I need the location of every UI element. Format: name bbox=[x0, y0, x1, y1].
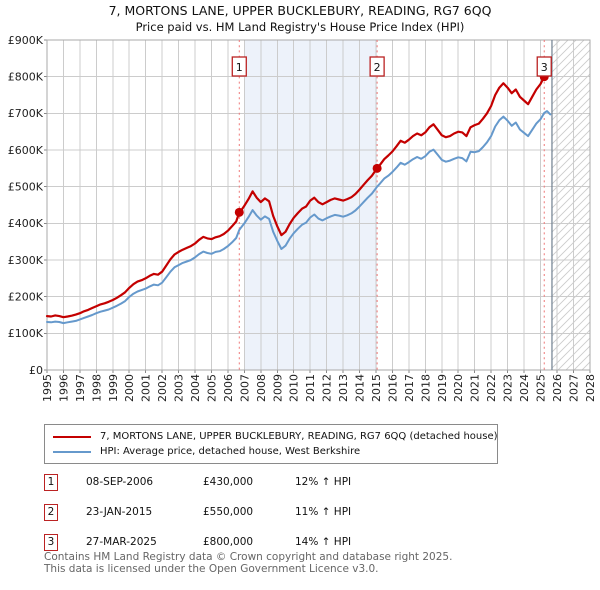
sale-3-date: 27-MAR-2025 bbox=[86, 536, 157, 548]
legend-line-blue bbox=[53, 450, 91, 453]
legend-line-red bbox=[53, 435, 91, 438]
sale-marker-flag: 1 bbox=[231, 56, 247, 77]
legend-entry-price-paid: 7, MORTONS LANE, UPPER BUCKLEBURY, READI… bbox=[45, 429, 498, 444]
svg-text:2004: 2004 bbox=[189, 374, 202, 402]
svg-text:2010: 2010 bbox=[288, 374, 301, 402]
sale-marker-dot bbox=[372, 163, 382, 173]
ownership-shade bbox=[244, 40, 378, 370]
svg-text:£600K: £600K bbox=[8, 144, 44, 157]
footer-line-1: Contains HM Land Registry data © Crown c… bbox=[44, 551, 453, 563]
svg-text:£300K: £300K bbox=[8, 254, 44, 267]
svg-text:£0: £0 bbox=[29, 364, 43, 377]
svg-text:2024: 2024 bbox=[518, 374, 531, 402]
svg-text:2023: 2023 bbox=[502, 374, 515, 402]
svg-text:2013: 2013 bbox=[337, 374, 350, 402]
sale-row-1: 1 08-SEP-2006 £430,000 12% ↑ HPI bbox=[44, 474, 584, 492]
svg-text:£100K: £100K bbox=[8, 327, 44, 340]
svg-text:2018: 2018 bbox=[419, 374, 432, 402]
svg-text:2020: 2020 bbox=[452, 374, 465, 402]
svg-text:1999: 1999 bbox=[107, 374, 120, 402]
future-hatch bbox=[551, 40, 590, 370]
svg-text:2012: 2012 bbox=[321, 374, 334, 402]
sale-1-marker-number: 1 bbox=[44, 474, 58, 491]
svg-text:2028: 2028 bbox=[584, 374, 597, 402]
svg-text:£800K: £800K bbox=[8, 70, 44, 83]
svg-text:2026: 2026 bbox=[551, 374, 564, 402]
sale-1-date: 08-SEP-2006 bbox=[86, 476, 154, 488]
x-tick-labels: 1995 1996 1997 1998 1999 2000 2001 2002 2003 2004… bbox=[41, 374, 597, 402]
svg-text:£900K: £900K bbox=[8, 34, 44, 47]
svg-text:3: 3 bbox=[541, 61, 548, 74]
svg-text:£200K: £200K bbox=[8, 290, 44, 303]
price-chart: £0 £100K £200K £300K £400K £500K £600K £700K £80… bbox=[8, 34, 597, 402]
sale-2-price: £550,000 bbox=[203, 506, 254, 518]
svg-text:2016: 2016 bbox=[386, 374, 399, 402]
plot-border bbox=[46, 39, 591, 371]
chart-legend: 7, MORTONS LANE, UPPER BUCKLEBURY, READI… bbox=[44, 424, 498, 464]
svg-text:2008: 2008 bbox=[255, 374, 268, 402]
svg-text:1996: 1996 bbox=[57, 374, 70, 402]
svg-text:2015: 2015 bbox=[370, 374, 383, 402]
sale-marker-flag: 2 bbox=[369, 56, 385, 77]
sale-2-hpi-delta: 11% ↑ HPI bbox=[295, 506, 352, 518]
svg-text:2009: 2009 bbox=[271, 374, 284, 402]
svg-text:£400K: £400K bbox=[8, 217, 44, 230]
svg-text:2007: 2007 bbox=[238, 374, 251, 402]
svg-text:2021: 2021 bbox=[469, 374, 482, 402]
sale-marker-flag: 3 bbox=[536, 56, 552, 77]
legend-label-price-paid: 7, MORTONS LANE, UPPER BUCKLEBURY, READI… bbox=[100, 431, 498, 442]
sale-3-price: £800,000 bbox=[203, 536, 254, 548]
svg-text:2003: 2003 bbox=[173, 374, 186, 402]
svg-text:2002: 2002 bbox=[156, 374, 169, 402]
sale-3-marker-number: 3 bbox=[44, 534, 58, 551]
svg-text:1995: 1995 bbox=[41, 374, 54, 402]
svg-text:2014: 2014 bbox=[354, 374, 367, 402]
sale-2-date: 23-JAN-2015 bbox=[86, 506, 153, 518]
svg-text:1: 1 bbox=[236, 61, 243, 74]
series-price-paid bbox=[45, 75, 546, 319]
sale-2-marker-number: 2 bbox=[44, 504, 58, 521]
svg-text:2022: 2022 bbox=[485, 374, 498, 402]
svg-text:2: 2 bbox=[374, 61, 381, 74]
sale-row-3: 3 27-MAR-2025 £800,000 14% ↑ HPI bbox=[44, 534, 584, 552]
sale-marker-dot bbox=[234, 207, 244, 217]
legend-entry-hpi: HPI: Average price, detached house, West… bbox=[45, 444, 497, 459]
svg-text:2027: 2027 bbox=[567, 374, 580, 402]
license-footer: Contains HM Land Registry data © Crown c… bbox=[44, 551, 453, 575]
sale-3-hpi-delta: 14% ↑ HPI bbox=[295, 536, 352, 548]
series-hpi bbox=[46, 110, 552, 325]
svg-text:2006: 2006 bbox=[222, 374, 235, 402]
svg-text:£500K: £500K bbox=[8, 180, 44, 193]
svg-text:2019: 2019 bbox=[436, 374, 449, 402]
svg-text:2000: 2000 bbox=[123, 374, 136, 402]
footer-line-2: This data is licensed under the Open Gov… bbox=[44, 562, 379, 575]
sale-row-2: 2 23-JAN-2015 £550,000 11% ↑ HPI bbox=[44, 504, 584, 522]
svg-text:£700K: £700K bbox=[8, 107, 44, 120]
svg-text:1997: 1997 bbox=[74, 374, 87, 402]
legend-label-hpi: HPI: Average price, detached house, West… bbox=[100, 446, 361, 457]
svg-text:1998: 1998 bbox=[90, 374, 103, 402]
page-title: 7, MORTONS LANE, UPPER BUCKLEBURY, READI… bbox=[108, 3, 492, 18]
sale-1-price: £430,000 bbox=[203, 476, 254, 488]
y-tick-labels: £0 £100K £200K £300K £400K £500K £600K £700K £80… bbox=[8, 34, 44, 377]
sale-1-hpi-delta: 12% ↑ HPI bbox=[295, 476, 352, 488]
svg-text:2005: 2005 bbox=[205, 374, 218, 402]
svg-text:2017: 2017 bbox=[403, 374, 416, 402]
svg-text:2001: 2001 bbox=[140, 374, 153, 402]
page-subtitle: Price paid vs. HM Land Registry's House … bbox=[135, 20, 465, 34]
svg-text:2025: 2025 bbox=[534, 374, 547, 402]
svg-text:2011: 2011 bbox=[304, 374, 317, 402]
